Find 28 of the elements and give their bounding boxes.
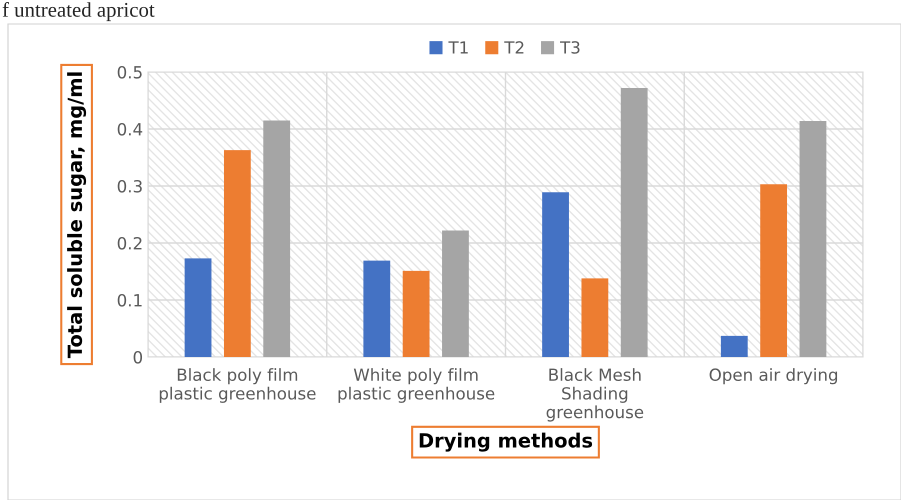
y-tick-label: 0 bbox=[134, 350, 142, 364]
x-tick-label: Open air drying bbox=[710, 368, 838, 384]
legend-label: T3 bbox=[560, 41, 580, 54]
bar bbox=[581, 278, 608, 357]
legend-label: T2 bbox=[504, 41, 524, 54]
x-tick-label: White poly film plastic greenhouse bbox=[338, 368, 494, 403]
y-tick-label: 0.2 bbox=[118, 236, 142, 250]
bar bbox=[224, 150, 251, 357]
y-tick-label: 0.3 bbox=[118, 180, 142, 193]
bar bbox=[542, 192, 569, 357]
bar bbox=[800, 121, 826, 357]
bar bbox=[760, 184, 788, 357]
text: f untreated apricot bbox=[2, 2, 155, 22]
bar bbox=[402, 270, 430, 357]
x-tick-label: Black poly film plastic greenhouse bbox=[160, 368, 316, 403]
y-axis-title: Total soluble sugar, mg/ml bbox=[67, 72, 86, 358]
y-tick-label: 0.1 bbox=[118, 294, 142, 307]
bar bbox=[720, 336, 748, 357]
y-tick-label: 0.5 bbox=[118, 66, 142, 79]
y-tick-label: 0.4 bbox=[118, 122, 142, 136]
bar bbox=[263, 120, 290, 357]
x-tick-label: Black Mesh Shading greenhouse bbox=[546, 368, 644, 422]
bar bbox=[184, 258, 212, 357]
x-axis-title: Drying methods bbox=[420, 432, 592, 452]
bar bbox=[363, 260, 390, 357]
bar bbox=[620, 88, 648, 357]
bar bbox=[442, 230, 469, 357]
legend-label: T1 bbox=[448, 41, 468, 54]
